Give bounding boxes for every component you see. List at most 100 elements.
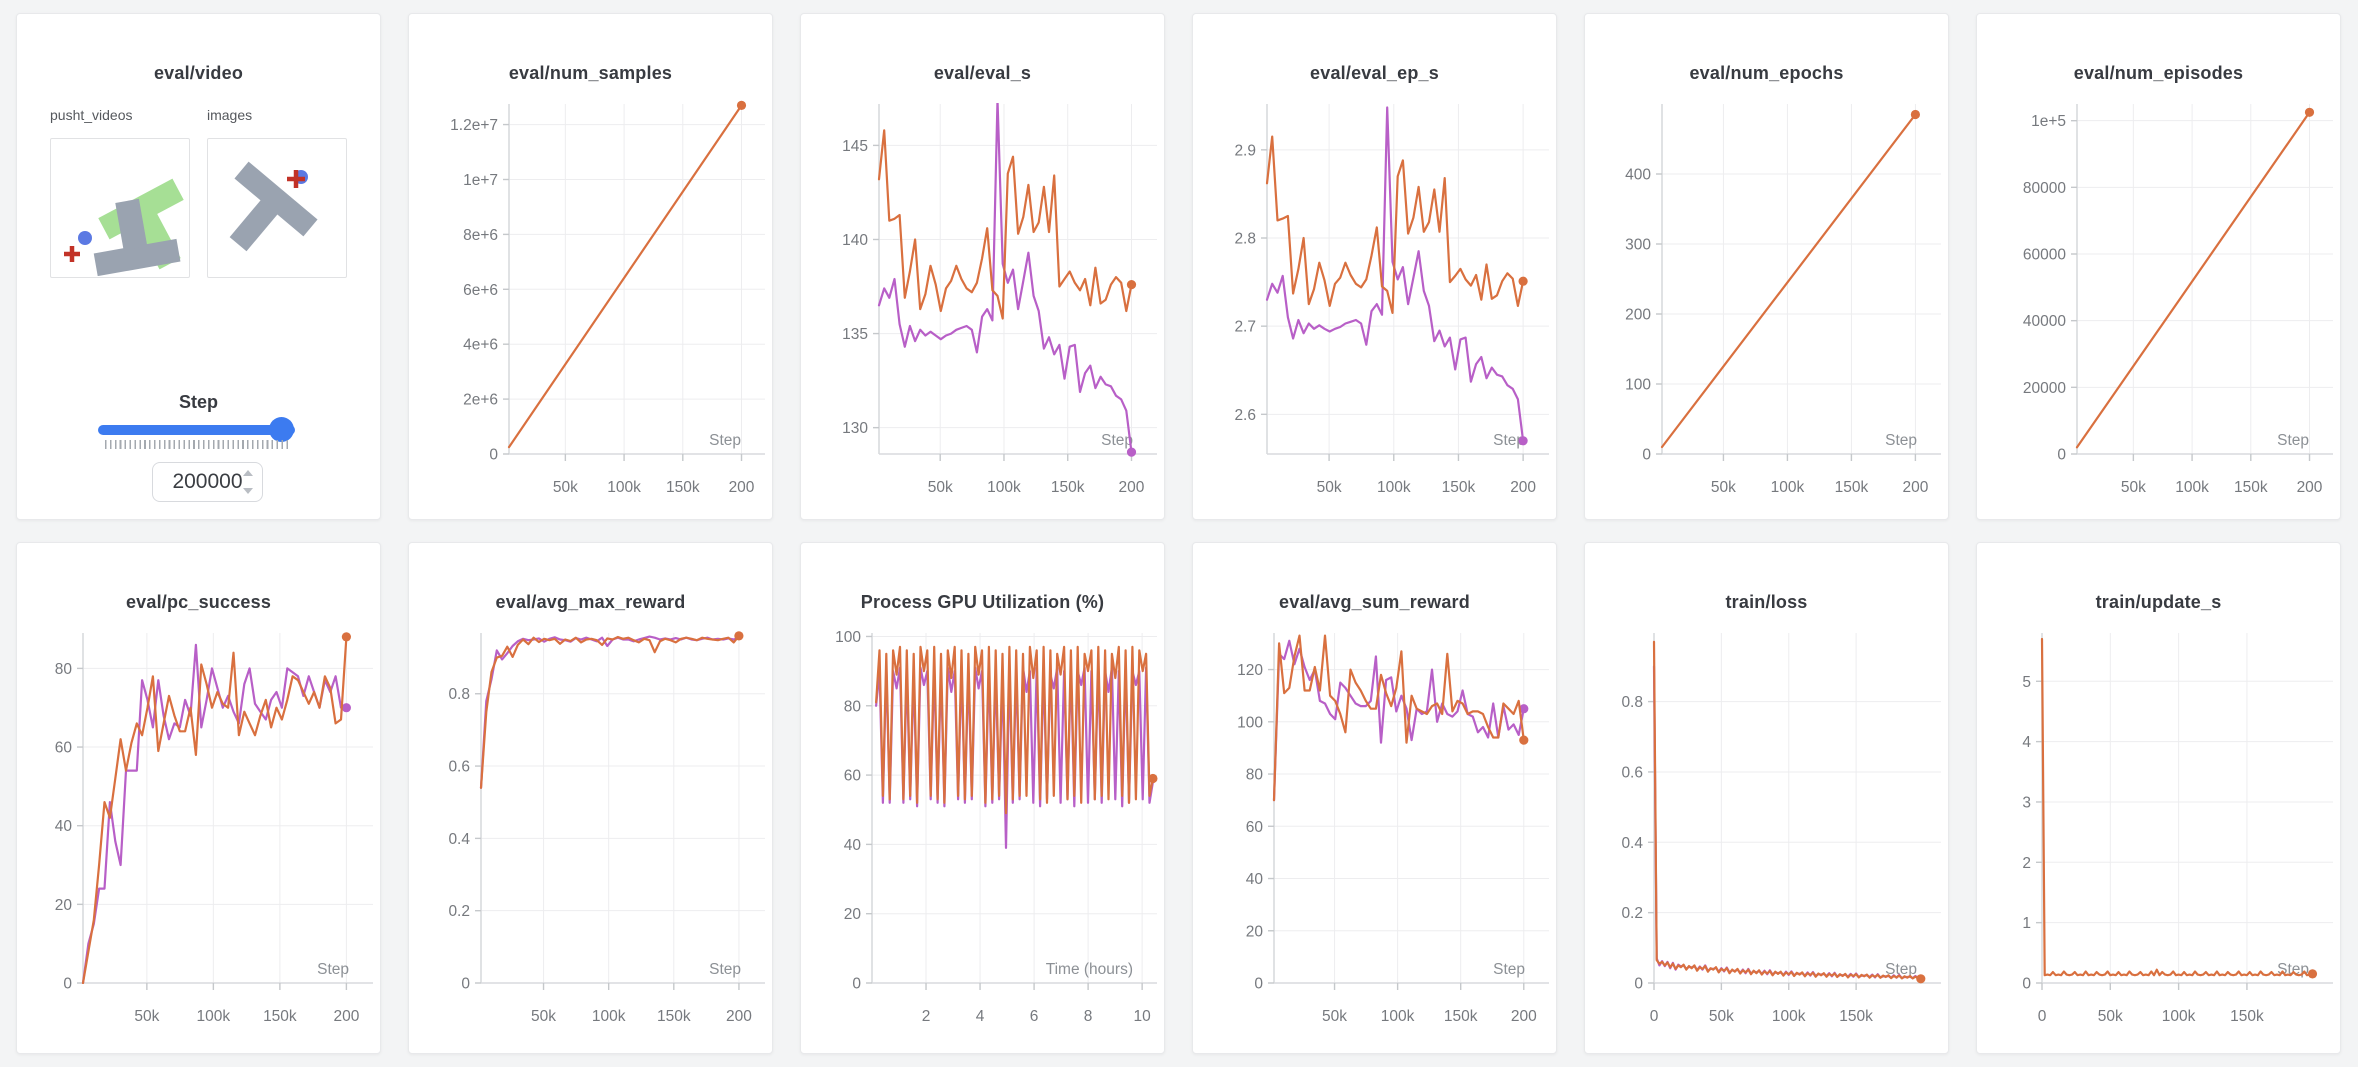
step-slider-track[interactable] [98,425,295,435]
svg-text:120: 120 [1237,662,1263,679]
chart-eval-num-epochs[interactable]: 0 100 200 300 400 50k 100k 150k 200 Step [1585,100,1948,519]
pusht-env-image [64,178,184,277]
svg-text:Time (hours): Time (hours) [1046,961,1133,978]
chart-train-update-s[interactable]: 0 1 2 3 4 5 0 50k 100k 150k Step [1977,629,2340,1053]
svg-text:0.2: 0.2 [448,903,470,920]
step-slider-tickmarks [105,440,291,449]
step-value: 200000 [172,470,243,493]
video-thumbnail-pusht[interactable] [50,138,190,278]
step-stepper[interactable] [243,470,253,494]
chart-eval-num-episodes[interactable]: 0 20000 40000 60000 80000 1e+5 50k 100k 150k 200 S… [1977,100,2340,519]
svg-text:100: 100 [835,629,861,646]
panel-title: eval/eval_s [933,63,1032,83]
svg-text:0.4: 0.4 [1621,835,1643,852]
svg-text:150k: 150k [1442,479,1476,496]
svg-text:2.9: 2.9 [1234,142,1256,159]
panel-eval-avg-sum-reward: eval/avg_sum_reward 0 20 40 60 80 100 120 50k 10… [1192,542,1557,1054]
svg-text:8: 8 [1084,1008,1093,1025]
svg-text:20: 20 [55,897,73,914]
svg-text:100k: 100k [2162,1008,2196,1025]
panel-eval-eval-ep-s: eval/eval_ep_s 2.6 2.7 2.8 2.9 50k 100k 150k 20… [1192,13,1557,520]
step-slider-label: Step [178,392,218,412]
panel-title: eval/num_epochs [1689,63,1844,83]
svg-text:2: 2 [922,1008,931,1025]
svg-text:8e+6: 8e+6 [463,227,498,244]
panel-eval-video: eval/video pusht_videos images [16,13,381,520]
panel-train-update-s: train/update_s 0 1 2 3 4 5 0 50k 100k 150k Step [1976,542,2341,1054]
stepper-down-icon[interactable] [243,488,253,494]
svg-text:60: 60 [844,768,862,785]
chart-eval-eval-s[interactable]: 130 135 140 145 50k 100k 150k 200 Step [801,100,1164,519]
svg-text:100k: 100k [197,1008,231,1025]
step-value-input[interactable]: 200000 [152,462,263,502]
svg-text:50k: 50k [1322,1008,1347,1025]
panel-title: train/update_s [2095,592,2222,612]
svg-text:0: 0 [1642,447,1651,464]
video-thumbnail-images[interactable] [207,138,347,278]
svg-text:400: 400 [1625,167,1651,184]
panel-eval-num-episodes: eval/num_episodes 0 20000 40000 60000 80000 1… [1976,13,2341,520]
svg-text:0: 0 [1634,976,1643,993]
svg-text:10: 10 [1134,1008,1152,1025]
svg-text:20: 20 [844,906,862,923]
svg-text:80000: 80000 [2023,180,2066,197]
svg-text:Step: Step [1101,432,1133,449]
svg-text:150k: 150k [1051,479,1085,496]
svg-text:200: 200 [1510,479,1536,496]
svg-text:100: 100 [1237,714,1263,731]
panel-title: eval/avg_sum_reward [1279,592,1470,612]
svg-text:0: 0 [489,447,498,464]
svg-text:50k: 50k [1317,479,1342,496]
svg-text:135: 135 [842,326,868,343]
chart-gpu-utilization[interactable]: 0 20 40 60 80 100 2 4 6 8 10 Time (hours) [801,629,1164,1053]
svg-text:50k: 50k [1709,1008,1734,1025]
chart-eval-pc-success[interactable]: 0 20 40 60 80 50k 100k 150k 200 Step [17,629,380,1053]
step-slider-knob[interactable] [269,417,294,442]
svg-text:100k: 100k [2175,479,2209,496]
svg-text:100k: 100k [1771,479,1805,496]
svg-text:Step: Step [709,961,741,978]
svg-text:1.2e+7: 1.2e+7 [450,117,498,134]
svg-text:2.8: 2.8 [1234,231,1256,248]
svg-text:0.2: 0.2 [1621,905,1643,922]
svg-text:2e+6: 2e+6 [463,392,498,409]
svg-text:0.6: 0.6 [1621,764,1643,781]
svg-text:200: 200 [729,479,755,496]
svg-text:2: 2 [2022,855,2031,872]
panel-eval-num-samples: eval/num_samples 0 2e+6 4e+6 6e+6 8e+6 1e+7 1.… [408,13,773,520]
svg-text:Step: Step [2277,961,2309,978]
gray-t-shape [93,198,181,277]
chart-eval-eval-ep-s[interactable]: 2.6 2.7 2.8 2.9 50k 100k 150k 200 Step [1193,100,1556,519]
pusht-env-image [229,161,318,252]
panel-title: eval/num_episodes [2073,63,2244,83]
panel-eval-eval-s: eval/eval_s 130 135 140 145 50k 100k 150k 200 St… [800,13,1165,520]
chart-eval-avg-sum-reward[interactable]: 0 20 40 60 80 100 120 50k 100k 150k 200 Step [1193,629,1556,1053]
svg-text:Step: Step [317,961,349,978]
svg-text:6: 6 [1030,1008,1039,1025]
goal-cross [287,170,305,188]
svg-text:150k: 150k [263,1008,297,1025]
svg-text:4: 4 [976,1008,985,1025]
stepper-up-icon[interactable] [243,470,253,476]
chart-eval-avg-max-reward[interactable]: 0 0.2 0.4 0.6 0.8 50k 100k 150k 200 Step [409,629,772,1053]
svg-text:50k: 50k [2121,479,2146,496]
media-label-images: images [207,107,253,123]
panel-title: eval/num_samples [508,63,673,83]
media-label-pusht-videos: pusht_videos [50,107,133,123]
svg-text:60: 60 [55,740,73,757]
svg-text:50k: 50k [928,479,953,496]
svg-text:60000: 60000 [2023,247,2066,264]
svg-text:60: 60 [1246,819,1264,836]
svg-text:100k: 100k [1772,1008,1806,1025]
chart-train-loss[interactable]: 0 0.2 0.4 0.6 0.8 0 50k 100k 150k Step [1585,629,1948,1053]
svg-text:2.7: 2.7 [1234,319,1256,336]
svg-text:50k: 50k [553,479,578,496]
panel-title: Process GPU Utilization (%) [860,592,1105,612]
svg-text:130: 130 [842,420,868,437]
svg-text:150k: 150k [657,1008,691,1025]
svg-text:6e+6: 6e+6 [463,282,498,299]
svg-text:0: 0 [63,976,72,993]
chart-eval-num-samples[interactable]: 0 2e+6 4e+6 6e+6 8e+6 1e+7 1.2e+7 50k 100k 150k 20… [409,100,772,519]
svg-text:200: 200 [1119,479,1145,496]
